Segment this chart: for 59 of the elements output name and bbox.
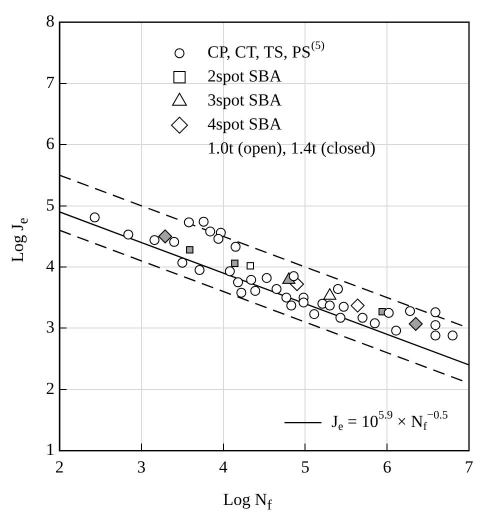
point — [150, 235, 160, 246]
point — [272, 284, 282, 294]
point — [205, 226, 216, 237]
point — [231, 260, 238, 268]
point — [123, 230, 134, 240]
x-tick-label: 5 — [300, 457, 310, 476]
point — [430, 330, 440, 341]
point — [358, 312, 368, 323]
point — [448, 330, 458, 341]
point — [177, 258, 188, 268]
point — [332, 284, 343, 294]
point — [186, 246, 194, 254]
point — [262, 273, 272, 284]
point — [281, 292, 292, 303]
y-tick-label: 3 — [46, 318, 54, 337]
point — [250, 286, 260, 296]
point — [184, 217, 194, 228]
y-tick-label: 6 — [46, 134, 54, 154]
point — [405, 306, 416, 316]
point — [350, 298, 365, 313]
point — [324, 300, 335, 311]
point — [246, 262, 254, 270]
legend-label: 3spot SBA — [208, 90, 282, 110]
point — [309, 309, 320, 320]
point — [408, 316, 423, 331]
x-tick-label: 4 — [219, 457, 228, 476]
annotation: 1.0t (open), 1.4t (closed) — [208, 138, 376, 158]
point — [213, 234, 224, 244]
point — [233, 277, 244, 288]
legend-label: 4spot SBA — [208, 114, 282, 134]
x-tick-label: 3 — [137, 457, 146, 476]
point — [430, 307, 440, 318]
point — [335, 312, 346, 323]
point — [194, 265, 205, 276]
y-tick-label: 7 — [46, 72, 55, 92]
y-tick-label: 2 — [46, 378, 54, 398]
point — [198, 216, 209, 227]
point — [236, 288, 246, 298]
point — [338, 302, 349, 312]
point — [230, 242, 241, 252]
point — [384, 308, 394, 318]
y-tick-label: 4 — [46, 256, 55, 276]
point — [169, 236, 180, 247]
point — [90, 212, 100, 222]
y-tick-label: 1 — [46, 440, 54, 460]
point — [224, 266, 235, 276]
y-tick-label: 8 — [46, 12, 54, 31]
x-axis-title: Log N$_{f}$ — [222, 490, 273, 514]
point — [286, 300, 296, 311]
legend-label: 2spot SBA — [208, 66, 282, 86]
x-tick-label: 6 — [382, 457, 392, 476]
x-tick-label: 7 — [464, 457, 474, 476]
point — [370, 318, 380, 328]
point — [391, 326, 402, 336]
y-tick-label: 5 — [46, 195, 54, 214]
point — [298, 297, 309, 308]
point — [246, 274, 256, 285]
point — [158, 229, 172, 244]
point — [430, 320, 440, 330]
